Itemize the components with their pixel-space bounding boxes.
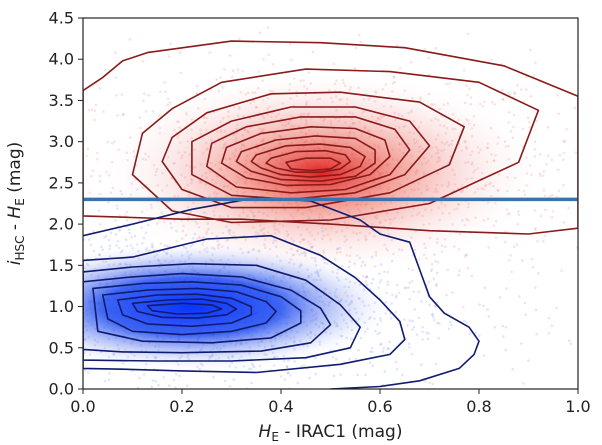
y-tick-label: 1.0	[49, 297, 74, 316]
y-tick-label: 2.5	[49, 173, 74, 192]
contour-line	[131, 298, 238, 319]
contour-line	[161, 91, 465, 209]
x-axis-title: HE - IRAC1 (mag)	[259, 422, 403, 444]
contour-line	[250, 143, 366, 178]
contour-lines-layer	[83, 40, 578, 389]
contour-line	[116, 293, 253, 328]
contour-line	[285, 157, 342, 172]
contour-group-2	[83, 196, 480, 389]
contour-line	[92, 281, 302, 344]
y-tick-label: 0.0	[49, 380, 74, 399]
y-tick-label: 2.0	[49, 215, 74, 234]
contour-line	[83, 234, 406, 374]
y-axis-title: iHSC - HE (mag)	[5, 142, 27, 266]
x-tick-label: 0.2	[169, 397, 194, 416]
x-tick-label: 1.0	[565, 397, 590, 416]
contour-line	[206, 116, 411, 194]
contour-line	[146, 302, 223, 315]
y-tick-label: 3.0	[49, 132, 74, 151]
y-tick-label: 0.5	[49, 338, 74, 357]
x-tick-label: 0.8	[466, 397, 491, 416]
contour-line	[83, 40, 578, 235]
contour-line	[83, 272, 332, 354]
x-tick-label: 0.6	[367, 397, 392, 416]
contour-group-1	[83, 40, 578, 235]
contour-line	[83, 262, 361, 362]
axes-frame	[82, 17, 579, 390]
contour-line	[265, 149, 352, 173]
x-axis-ticks: 0.0 0.2 0.4 0.6 0.8 1.0	[70, 389, 591, 416]
contour-line	[131, 68, 540, 224]
y-axis-ticks: 0.0 0.5 1.0 1.5 2.0 2.5 3.0 3.5 4.0 4.5	[49, 9, 83, 399]
contour-line	[191, 106, 431, 201]
x-tick-label: 0.4	[268, 397, 293, 416]
contour-line	[220, 126, 391, 187]
contour-line	[102, 287, 277, 336]
y-tick-label: 3.5	[49, 91, 74, 110]
y-tick-label: 4.0	[49, 50, 74, 69]
y-tick-label: 4.5	[49, 9, 74, 28]
contour-line	[235, 135, 376, 182]
x-tick-label: 0.0	[70, 397, 95, 416]
y-tick-label: 1.5	[49, 256, 74, 275]
